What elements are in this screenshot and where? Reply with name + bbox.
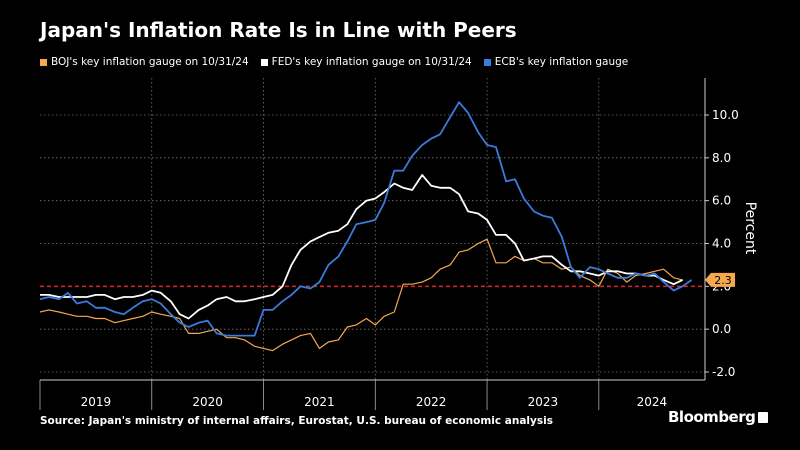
x-tick-label: 2024: [637, 395, 668, 409]
source-note: Source: Japan's ministry of internal aff…: [40, 415, 553, 427]
y-tick-label: -2.0: [712, 365, 735, 379]
legend-item-ecb: ECB's key inflation gauge: [483, 56, 629, 68]
y-axis-title: Percent: [742, 202, 758, 255]
y-tick-label: 0.0: [712, 322, 731, 336]
legend-item-fed: FED's key inflation gauge on 10/31/24: [260, 56, 472, 68]
bloomberg-mark-icon: [758, 412, 769, 423]
legend-label-ecb: ECB's key inflation gauge: [494, 56, 629, 68]
y-tick-label: 8.0: [712, 151, 731, 165]
y-tick-label: 4.0: [712, 237, 731, 251]
x-tick-label: 2019: [81, 395, 112, 409]
latest-value-tag: [705, 272, 735, 287]
brand-name: Bloomberg: [668, 408, 756, 426]
legend-label-boj: BOJ's key inflation gauge on 10/31/24: [51, 56, 249, 68]
x-tick-label: 2022: [416, 395, 447, 409]
y-tick-label: 6.0: [712, 194, 731, 208]
fed-series-line: [40, 174, 683, 320]
bloomberg-logo: Bloomberg: [668, 408, 769, 426]
legend: BOJ's key inflation gauge on 10/31/24 FE…: [40, 56, 628, 68]
x-tick-label: 2023: [528, 395, 559, 409]
legend-swatch-ecb: [483, 58, 491, 66]
chart-title: Japan's Inflation Rate Is in Line with P…: [40, 18, 517, 42]
latest-value-label: 2.3: [714, 274, 732, 287]
x-tick-label: 2020: [192, 395, 223, 409]
legend-swatch-boj: [40, 58, 47, 66]
ecb-series-line: [39, 101, 693, 337]
legend-swatch-fed: [260, 58, 268, 66]
boj-series-line: [39, 238, 683, 352]
legend-label-fed: FED's key inflation gauge on 10/31/24: [271, 56, 472, 68]
x-tick-label: 2021: [304, 395, 335, 409]
y-tick-label: 10.0: [712, 108, 739, 122]
legend-item-boj: BOJ's key inflation gauge on 10/31/24: [40, 56, 249, 68]
